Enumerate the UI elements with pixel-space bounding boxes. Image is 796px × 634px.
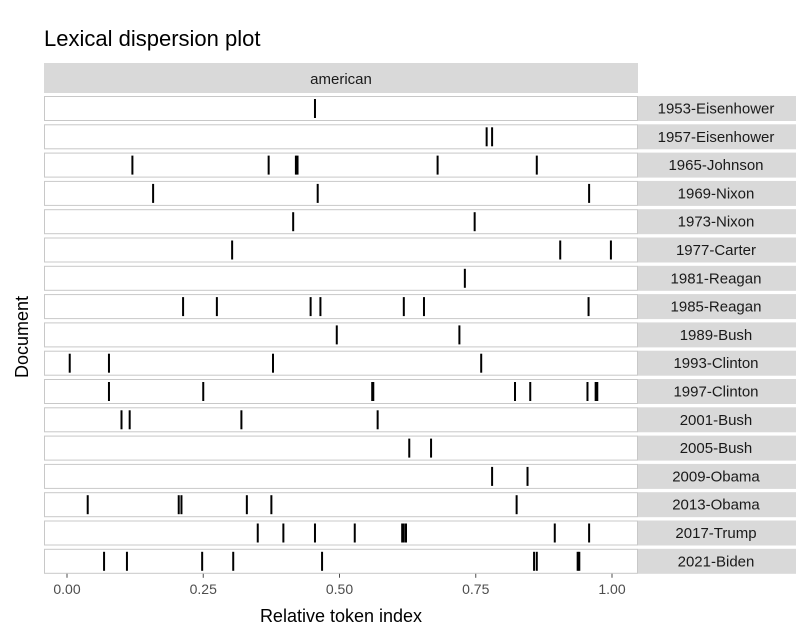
- row-label-strip: [638, 435, 796, 461]
- document-row: 2001-Bush: [44, 407, 796, 433]
- document-row: 1997-Clinton: [44, 379, 796, 404]
- chart-title: Lexical dispersion plot: [44, 26, 260, 51]
- facet-header: [44, 63, 638, 93]
- document-label: 2009-Obama: [672, 468, 760, 485]
- row-panel: [44, 350, 638, 376]
- row-panel: [44, 96, 638, 121]
- row-panel: [44, 294, 638, 320]
- document-label: 1957-Eisenhower: [658, 129, 775, 146]
- row-label-strip: [638, 237, 796, 263]
- row-panel: [44, 520, 638, 546]
- row-label-strip: [638, 294, 796, 320]
- document-row: 1989-Bush: [44, 322, 796, 348]
- row-label-strip: [638, 463, 796, 489]
- document-row: 2021-Biden: [44, 548, 796, 574]
- x-axis-title: Relative token index: [260, 606, 422, 626]
- document-label: 2021-Biden: [678, 553, 755, 570]
- document-row: 1981-Reagan: [44, 265, 796, 291]
- document-label: 2013-Obama: [672, 497, 760, 514]
- row-label-strip: [638, 379, 796, 404]
- document-row: 2013-Obama: [44, 492, 796, 518]
- document-row: 1969-Nixon: [44, 180, 796, 206]
- row-label-strip: [638, 520, 796, 546]
- row-label-strip: [638, 407, 796, 433]
- document-row: 1957-Eisenhower: [44, 124, 796, 150]
- document-row: 1973-Nixon: [44, 209, 796, 235]
- row-panel: [44, 548, 638, 574]
- row-panel: [44, 209, 638, 235]
- document-row: 1953-Eisenhower: [44, 96, 796, 121]
- row-panel: [44, 124, 638, 150]
- row-panel: [44, 265, 638, 291]
- document-row: 2009-Obama: [44, 463, 796, 489]
- row-panel: [44, 379, 638, 404]
- x-tick-label: 0.75: [462, 581, 489, 597]
- row-label-strip: [638, 322, 796, 348]
- document-label: 1981-Reagan: [671, 270, 762, 287]
- row-label-strip: [638, 124, 796, 150]
- document-row: 2017-Trump: [44, 520, 796, 546]
- document-row: 1965-Johnson: [44, 152, 796, 178]
- document-label: 2005-Bush: [680, 440, 753, 457]
- document-label: 2017-Trump: [675, 525, 756, 542]
- row-panel: [44, 492, 638, 518]
- document-label: 1969-Nixon: [678, 185, 755, 202]
- document-label: 1977-Carter: [676, 242, 756, 259]
- document-row: 1993-Clinton: [44, 350, 796, 376]
- document-label: 1993-Clinton: [673, 355, 758, 372]
- document-label: 1997-Clinton: [673, 384, 758, 401]
- row-panel: [44, 152, 638, 178]
- row-panel: [44, 407, 638, 433]
- row-label-strip: [638, 492, 796, 518]
- document-label: 1953-Eisenhower: [658, 101, 775, 118]
- row-panel: [44, 180, 638, 206]
- row-panel: [44, 463, 638, 489]
- row-label-strip: [638, 548, 796, 574]
- row-panel: [44, 322, 638, 348]
- x-tick-label: 1.00: [598, 581, 625, 597]
- document-row: 1985-Reagan: [44, 294, 796, 320]
- document-row: 2005-Bush: [44, 435, 796, 461]
- row-label-strip: [638, 180, 796, 206]
- row-label-strip: [638, 265, 796, 291]
- x-tick-label: 0.00: [53, 581, 80, 597]
- row-label-strip: [638, 96, 796, 121]
- document-rows: 1953-Eisenhower 1957-Eisenhower 1965-Johns…: [44, 96, 796, 574]
- row-label-strip: [638, 152, 796, 178]
- x-tick-label: 0.50: [326, 581, 353, 597]
- document-label: 1965-Johnson: [668, 157, 763, 174]
- document-label: 1973-Nixon: [678, 214, 755, 231]
- row-panel: [44, 435, 638, 461]
- row-label-strip: [638, 350, 796, 376]
- facet-label: american: [310, 71, 372, 88]
- x-tick-label: 0.25: [190, 581, 217, 597]
- x-axis: 0.00 0.25 0.50 0.75 1.00: [53, 573, 626, 597]
- document-label: 1989-Bush: [680, 327, 753, 344]
- row-label-strip: [638, 209, 796, 235]
- document-label: 2001-Bush: [680, 412, 753, 429]
- y-axis-title: Document: [12, 296, 32, 378]
- row-panel: [44, 237, 638, 263]
- document-label: 1985-Reagan: [671, 299, 762, 316]
- document-row: 1977-Carter: [44, 237, 796, 263]
